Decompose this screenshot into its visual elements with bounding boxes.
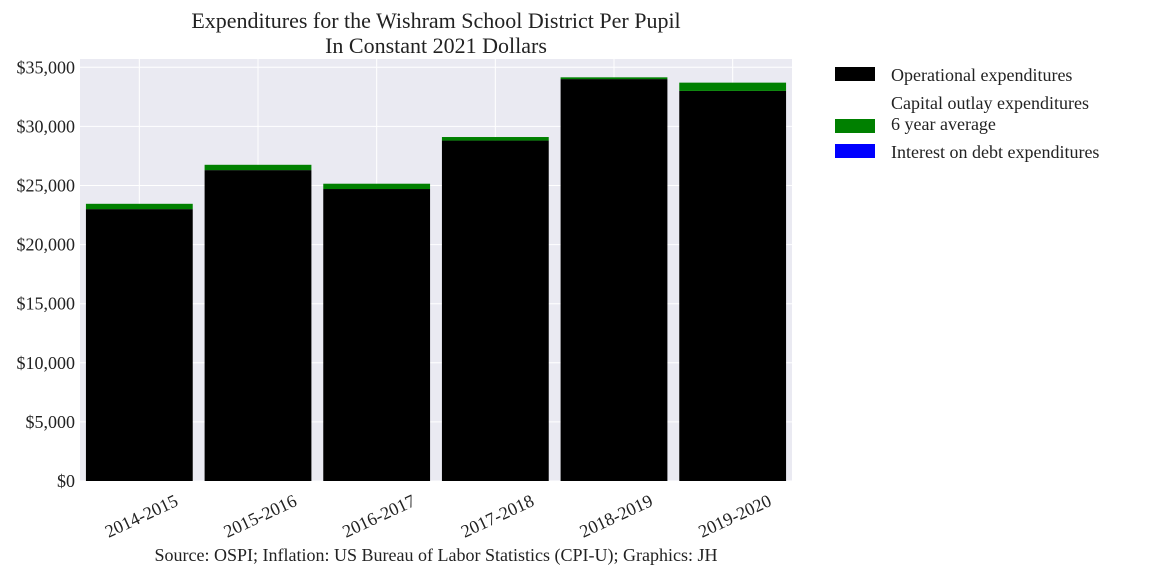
bar-2015-2016-series-1 xyxy=(204,164,312,171)
y-tick-label: $5,000 xyxy=(26,412,76,432)
legend-swatch-1 xyxy=(835,119,875,133)
source-note: Source: OSPI; Inflation: US Bureau of La… xyxy=(155,545,718,566)
chart-title-line-1: Expenditures for the Wishram School Dist… xyxy=(191,8,680,33)
bar-2014-2015-series-1 xyxy=(85,203,193,210)
y-tick-label: $0 xyxy=(57,471,75,491)
legend-swatch-0 xyxy=(835,67,875,81)
y-tick-label: $30,000 xyxy=(17,116,76,136)
x-tick-label: 2019-2020 xyxy=(695,490,774,541)
plot-area xyxy=(80,59,792,481)
x-tick-label: 2017-2018 xyxy=(458,490,537,541)
y-tick-label: $20,000 xyxy=(17,235,76,255)
x-tick-label: 2018-2019 xyxy=(577,490,656,541)
y-tick-label: $35,000 xyxy=(17,57,76,77)
y-tick-label: $15,000 xyxy=(17,294,76,314)
bar-2018-2019-series-0 xyxy=(560,79,668,481)
bars xyxy=(85,77,787,482)
x-tick-label: 2014-2015 xyxy=(102,490,181,541)
x-tick-label: 2015-2016 xyxy=(221,490,300,541)
bar-2019-2020-series-1 xyxy=(679,82,787,91)
legend-label-2: Interest on debt expenditures xyxy=(891,142,1099,162)
y-tick-label: $10,000 xyxy=(17,353,76,373)
legend-label-1: Capital outlay expenditures 6 year averag… xyxy=(891,93,1089,134)
bar-2015-2016-series-0 xyxy=(204,170,312,481)
x-tick-label: 2016-2017 xyxy=(339,490,418,541)
bar-2017-2018-series-0 xyxy=(441,140,549,481)
bar-2016-2017-series-1 xyxy=(323,183,431,190)
legend: Operational expenditures Capital outlay e… xyxy=(835,65,1099,162)
bar-2019-2020-series-0 xyxy=(679,90,787,482)
x-axis-ticks: 2014-2015 2015-2016 2016-2017 2017-2018 2018… xyxy=(102,490,774,541)
chart-title-line-2: In Constant 2021 Dollars xyxy=(325,33,547,58)
legend-label-0: Operational expenditures xyxy=(891,65,1072,85)
bar-2016-2017-series-0 xyxy=(323,189,431,481)
legend-swatch-2 xyxy=(835,144,875,158)
y-tick-label: $25,000 xyxy=(17,175,76,195)
y-axis-ticks: $0 $5,000 $10,000 $15,000 $20,000 $25,000 $30,… xyxy=(17,57,76,491)
bar-2014-2015-series-0 xyxy=(85,209,193,482)
bar-2018-2019-series-1 xyxy=(560,77,668,80)
bar-2017-2018-series-1 xyxy=(441,137,549,141)
